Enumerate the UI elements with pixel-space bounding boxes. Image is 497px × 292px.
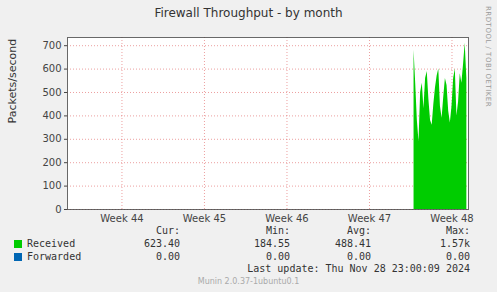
svg-text:Week 45: Week 45 <box>183 213 226 224</box>
svg-text:100: 100 <box>42 180 61 191</box>
html-text:1.57k: 1.57k <box>439 238 470 249</box>
html-text:Last update: Thu Nov 28 23:00:: Last update: Thu Nov 28 23:00:09 2024 <box>247 263 470 274</box>
html-text:623.40: 623.40 <box>143 238 180 249</box>
svg-text:Week 44: Week 44 <box>100 213 143 224</box>
svg-text:300: 300 <box>42 133 61 144</box>
html-text:0.00: 0.00 <box>265 251 290 262</box>
svg-text:Week 48: Week 48 <box>430 213 473 224</box>
html-text:Firewall Throughput - by month: Firewall Throughput - by month <box>154 6 343 20</box>
html-text:0.00: 0.00 <box>346 251 371 262</box>
svg-text:700: 700 <box>42 40 61 51</box>
html-text:Cur:: Cur: <box>155 225 180 236</box>
html-text:Munin 2.0.37-1ubuntu0.1: Munin 2.0.37-1ubuntu0.1 <box>197 277 300 286</box>
html-text:184.55: 184.55 <box>253 238 290 249</box>
html-text:0.00: 0.00 <box>155 251 180 262</box>
html-text:RRDTOOL / TOBI OETIKER: RRDTOOL / TOBI OETIKER <box>484 6 492 108</box>
svg-text:400: 400 <box>42 110 61 121</box>
html-text:0.00: 0.00 <box>445 251 470 262</box>
svg-text:Week 47: Week 47 <box>348 213 391 224</box>
svg-text:Week 46: Week 46 <box>265 213 308 224</box>
html-text:Min:: Min: <box>265 225 290 236</box>
html-text:Avg:: Avg: <box>346 225 371 236</box>
svg-text:Packets/second: Packets/second <box>6 39 19 124</box>
svg-text:0: 0 <box>55 204 61 215</box>
svg-text:500: 500 <box>42 87 61 98</box>
html-text:Forwarded: Forwarded <box>27 251 82 262</box>
svg-text:600: 600 <box>42 63 61 74</box>
svg-text:200: 200 <box>42 157 61 168</box>
html-text:Max:: Max: <box>445 225 470 236</box>
html-text:Received: Received <box>27 238 76 249</box>
html-text:488.41: 488.41 <box>334 238 371 249</box>
